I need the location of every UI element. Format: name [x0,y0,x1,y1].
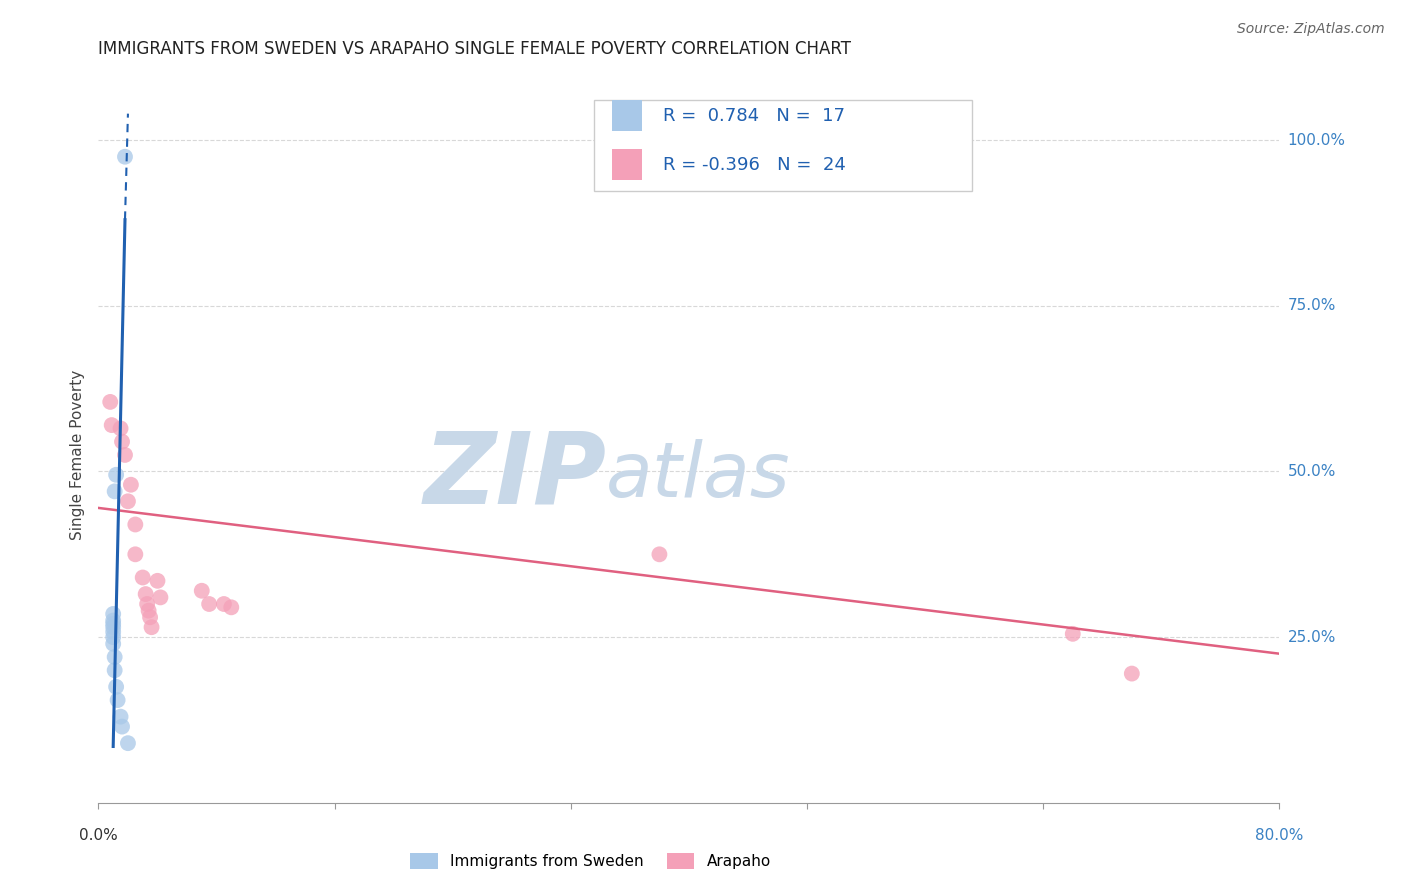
Text: 80.0%: 80.0% [1256,828,1303,843]
Point [135,587,157,601]
Text: 50.0%: 50.0% [1288,464,1336,479]
Text: Source: ZipAtlas.com: Source: ZipAtlas.com [1237,22,1385,37]
Text: atlas: atlas [606,439,790,513]
Point [103,630,125,644]
Text: 0.0%: 0.0% [79,828,118,843]
Point [139,610,162,624]
Point [104,663,127,677]
Text: 75.0%: 75.0% [1288,298,1336,313]
Point [103,607,125,621]
Point [104,484,127,499]
Point [117,736,139,750]
Bar [612,149,641,180]
FancyBboxPatch shape [595,100,973,191]
Point [111,720,134,734]
Point [212,597,235,611]
Point [191,583,214,598]
Point [110,421,132,435]
Point [98,395,121,409]
Legend: Immigrants from Sweden, Arapaho: Immigrants from Sweden, Arapaho [405,847,776,875]
Point [1062,627,1084,641]
Point [219,600,242,615]
Point [103,616,125,631]
Point [132,570,155,584]
Point [104,650,127,665]
Point [111,434,134,449]
Point [146,574,169,588]
Bar [612,100,641,131]
Point [114,150,136,164]
Point [124,547,146,561]
Point [648,547,671,561]
Point [198,597,221,611]
Point [103,637,125,651]
Point [1121,666,1143,681]
Point [117,494,139,508]
Point [141,620,163,634]
Point [107,693,129,707]
Y-axis label: Single Female Poverty: Single Female Poverty [70,370,86,540]
Point [100,418,122,433]
Point [114,448,136,462]
Text: R = -0.396   N =  24: R = -0.396 N = 24 [664,156,846,174]
Point [138,604,160,618]
Point [149,591,172,605]
Point [103,614,125,628]
Text: 25.0%: 25.0% [1288,630,1336,645]
Point [124,517,146,532]
Point [103,624,125,639]
Text: ZIP: ZIP [423,427,606,524]
Text: 100.0%: 100.0% [1288,133,1346,148]
Point [120,477,142,491]
Text: R =  0.784   N =  17: R = 0.784 N = 17 [664,107,845,125]
Text: IMMIGRANTS FROM SWEDEN VS ARAPAHO SINGLE FEMALE POVERTY CORRELATION CHART: IMMIGRANTS FROM SWEDEN VS ARAPAHO SINGLE… [98,40,852,58]
Point [103,620,125,634]
Point [110,709,132,723]
Point [105,467,128,482]
Point [105,680,128,694]
Point [136,597,159,611]
